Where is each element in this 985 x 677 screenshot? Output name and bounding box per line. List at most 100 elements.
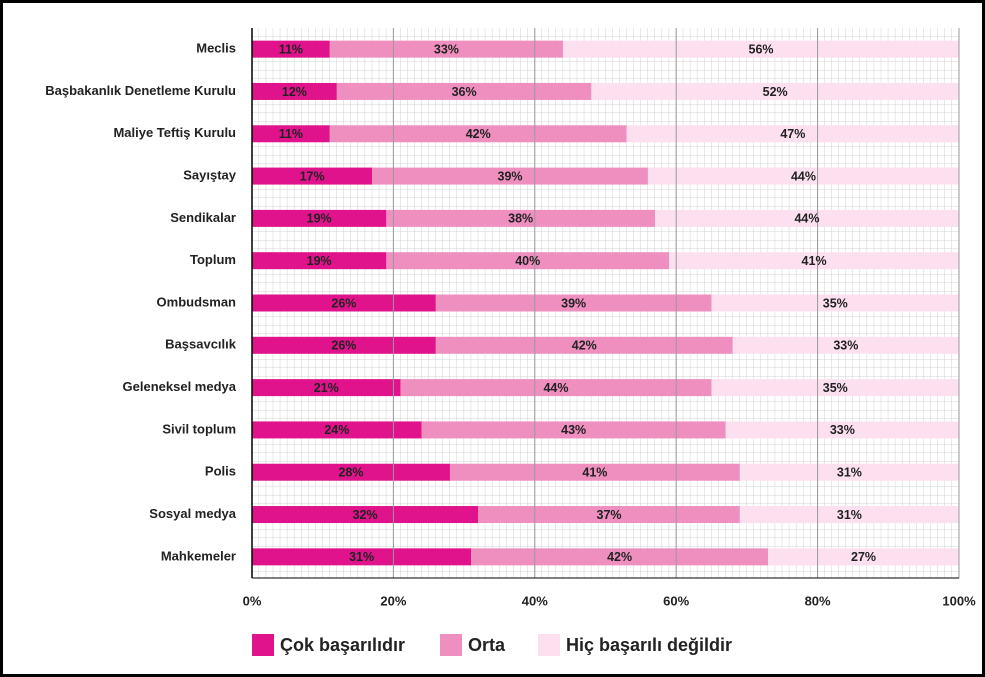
bar-segment bbox=[252, 252, 387, 270]
bar-segment bbox=[711, 379, 959, 397]
data-label: 39% bbox=[561, 296, 586, 310]
data-label: 11% bbox=[279, 42, 303, 56]
data-label: 40% bbox=[515, 254, 540, 268]
bar-segment bbox=[647, 167, 959, 185]
data-label: 21% bbox=[314, 381, 339, 395]
category-label: Ombudsman bbox=[157, 294, 237, 309]
bar-segment bbox=[252, 125, 330, 143]
data-label: 26% bbox=[331, 339, 356, 353]
data-label: 41% bbox=[802, 254, 827, 268]
bar-segment bbox=[725, 421, 959, 439]
bar-segment bbox=[563, 40, 959, 58]
bar-segment bbox=[252, 294, 436, 312]
category-label: Başsavcılık bbox=[165, 337, 237, 352]
bar-segment bbox=[654, 209, 959, 227]
bar-segment bbox=[329, 125, 627, 143]
category-label: Sivil toplum bbox=[162, 421, 236, 436]
data-label: 33% bbox=[830, 423, 855, 437]
data-label: 47% bbox=[780, 127, 805, 141]
x-tick-label: 20% bbox=[380, 593, 406, 608]
bar-segment bbox=[252, 167, 373, 185]
bar-segment bbox=[739, 463, 959, 481]
bar-segment bbox=[252, 336, 436, 354]
bar-segment bbox=[252, 40, 330, 58]
x-tick-label: 60% bbox=[663, 593, 689, 608]
legend-label: Orta bbox=[468, 635, 506, 655]
data-label: 12% bbox=[282, 85, 307, 99]
bar-segment bbox=[386, 209, 655, 227]
x-tick-label: 0% bbox=[243, 593, 262, 608]
data-label: 17% bbox=[300, 169, 325, 183]
bar-segment bbox=[252, 421, 422, 439]
legend-swatch bbox=[440, 634, 462, 656]
category-label: Sayıştay bbox=[183, 168, 237, 183]
bar-segment bbox=[591, 82, 959, 100]
x-tick-label: 40% bbox=[522, 593, 548, 608]
bar-segment bbox=[768, 548, 959, 566]
data-label: 19% bbox=[307, 254, 332, 268]
data-label: 35% bbox=[823, 381, 848, 395]
bar-segment bbox=[626, 125, 959, 143]
bar-segment bbox=[478, 506, 740, 524]
bar-segment bbox=[449, 463, 740, 481]
bar-segment bbox=[739, 506, 959, 524]
data-label: 42% bbox=[607, 550, 632, 564]
data-label: 56% bbox=[749, 42, 774, 56]
data-label: 38% bbox=[508, 212, 533, 226]
data-label: 43% bbox=[561, 423, 586, 437]
data-label: 39% bbox=[498, 169, 523, 183]
bar-segment bbox=[252, 379, 401, 397]
data-label: 42% bbox=[466, 127, 491, 141]
data-label: 44% bbox=[794, 212, 819, 226]
data-label: 44% bbox=[791, 169, 816, 183]
legend-label: Hiç başarılı değildir bbox=[566, 635, 732, 655]
bar-segment bbox=[421, 421, 726, 439]
bar-segment bbox=[252, 548, 472, 566]
legend-swatch bbox=[538, 634, 560, 656]
bar-segment bbox=[435, 336, 733, 354]
bar-segment bbox=[252, 506, 479, 524]
data-label: 33% bbox=[434, 42, 459, 56]
data-label: 31% bbox=[349, 550, 374, 564]
data-label: 41% bbox=[582, 466, 607, 480]
data-label: 42% bbox=[572, 339, 597, 353]
bar-segment bbox=[435, 294, 712, 312]
data-label: 44% bbox=[543, 381, 568, 395]
bar-segment bbox=[252, 209, 387, 227]
legend-label: Çok başarılıdır bbox=[280, 635, 405, 655]
bar-segment bbox=[372, 167, 648, 185]
data-label: 36% bbox=[452, 85, 477, 99]
bar-segment bbox=[386, 252, 670, 270]
bar-segment bbox=[400, 379, 712, 397]
category-label: Mahkemeler bbox=[161, 548, 236, 563]
data-label: 24% bbox=[324, 423, 349, 437]
data-label: 37% bbox=[597, 508, 622, 522]
data-label: 28% bbox=[338, 466, 363, 480]
category-label: Sosyal medya bbox=[149, 506, 236, 521]
data-label: 31% bbox=[837, 466, 862, 480]
category-label: Başbakanlık Denetleme Kurulu bbox=[45, 83, 236, 98]
data-label: 26% bbox=[331, 296, 356, 310]
data-label: 19% bbox=[307, 212, 332, 226]
category-label: Sendikalar bbox=[170, 210, 236, 225]
category-label: Maliye Teftiş Kurulu bbox=[113, 125, 236, 140]
bar-segment bbox=[732, 336, 959, 354]
category-label: Meclis bbox=[196, 41, 236, 56]
bar-segment bbox=[336, 82, 592, 100]
data-label: 52% bbox=[763, 85, 788, 99]
bar-segment bbox=[669, 252, 959, 270]
bar-segment bbox=[471, 548, 769, 566]
data-label: 27% bbox=[851, 550, 876, 564]
legend-swatch bbox=[252, 634, 274, 656]
category-label: Geleneksel medya bbox=[123, 379, 237, 394]
x-tick-label: 100% bbox=[942, 593, 976, 608]
category-label: Toplum bbox=[190, 252, 236, 267]
category-label: Polis bbox=[205, 464, 236, 479]
bar-segment bbox=[252, 82, 337, 100]
bar-segment bbox=[329, 40, 564, 58]
x-tick-label: 80% bbox=[805, 593, 831, 608]
bar-segment bbox=[711, 294, 959, 312]
data-label: 33% bbox=[833, 339, 858, 353]
data-label: 35% bbox=[823, 296, 848, 310]
